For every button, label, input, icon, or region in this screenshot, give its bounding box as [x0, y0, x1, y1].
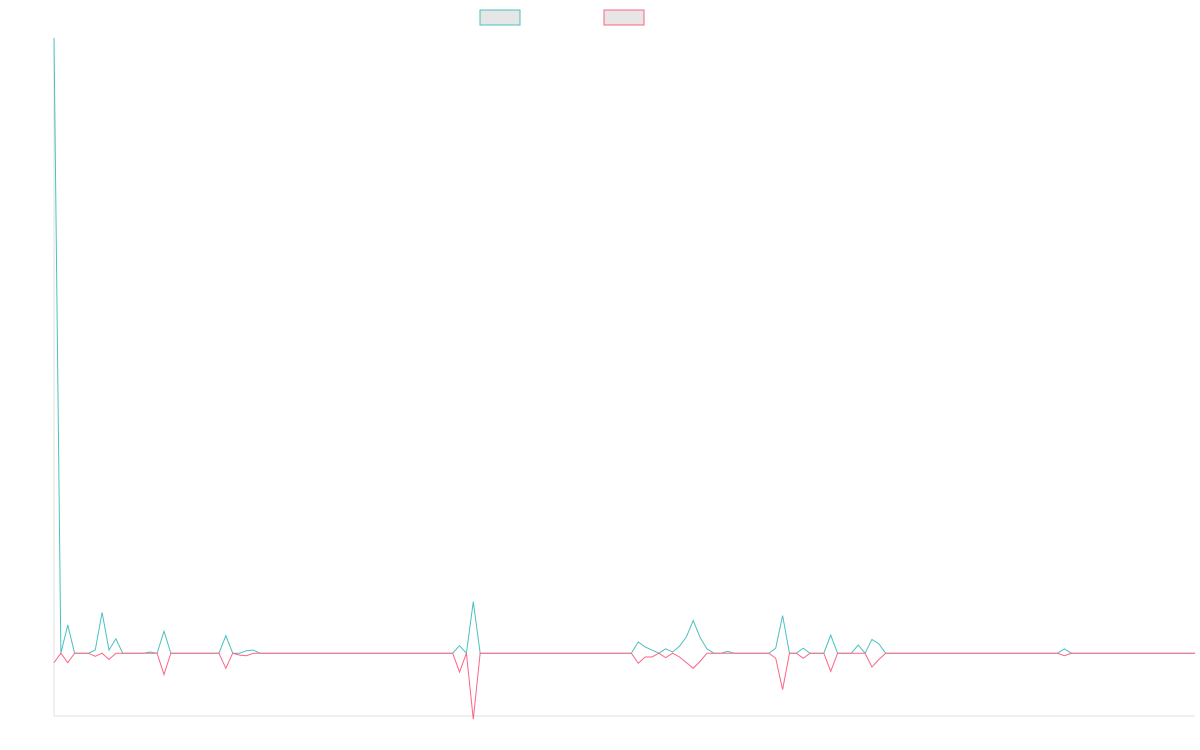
legend: [479, 9, 645, 26]
legend-swatch-1[interactable]: [479, 9, 521, 26]
series-layer: [53, 37, 1195, 720]
series-2: [53, 652, 1195, 720]
series-1: [53, 37, 1195, 655]
series-1-line: [53, 37, 1195, 655]
series-2-line: [53, 652, 1195, 720]
legend-swatch-2[interactable]: [603, 9, 645, 26]
chart-axes: [53, 38, 1195, 717]
